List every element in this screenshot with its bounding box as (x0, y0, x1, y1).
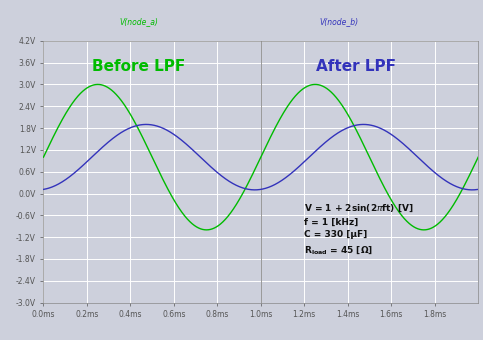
Text: Before LPF: Before LPF (92, 59, 186, 74)
Text: V(node_b): V(node_b) (319, 17, 359, 27)
Text: V = 1 + 2sin(2$\pi$ft) [V]
f = 1 [kHz]
C = 330 [μF]
R$_{\mathregular{load}}$ = 4: V = 1 + 2sin(2$\pi$ft) [V] f = 1 [kHz] C… (304, 203, 414, 256)
Text: After LPF: After LPF (316, 59, 397, 74)
Text: V(node_a): V(node_a) (120, 17, 158, 27)
